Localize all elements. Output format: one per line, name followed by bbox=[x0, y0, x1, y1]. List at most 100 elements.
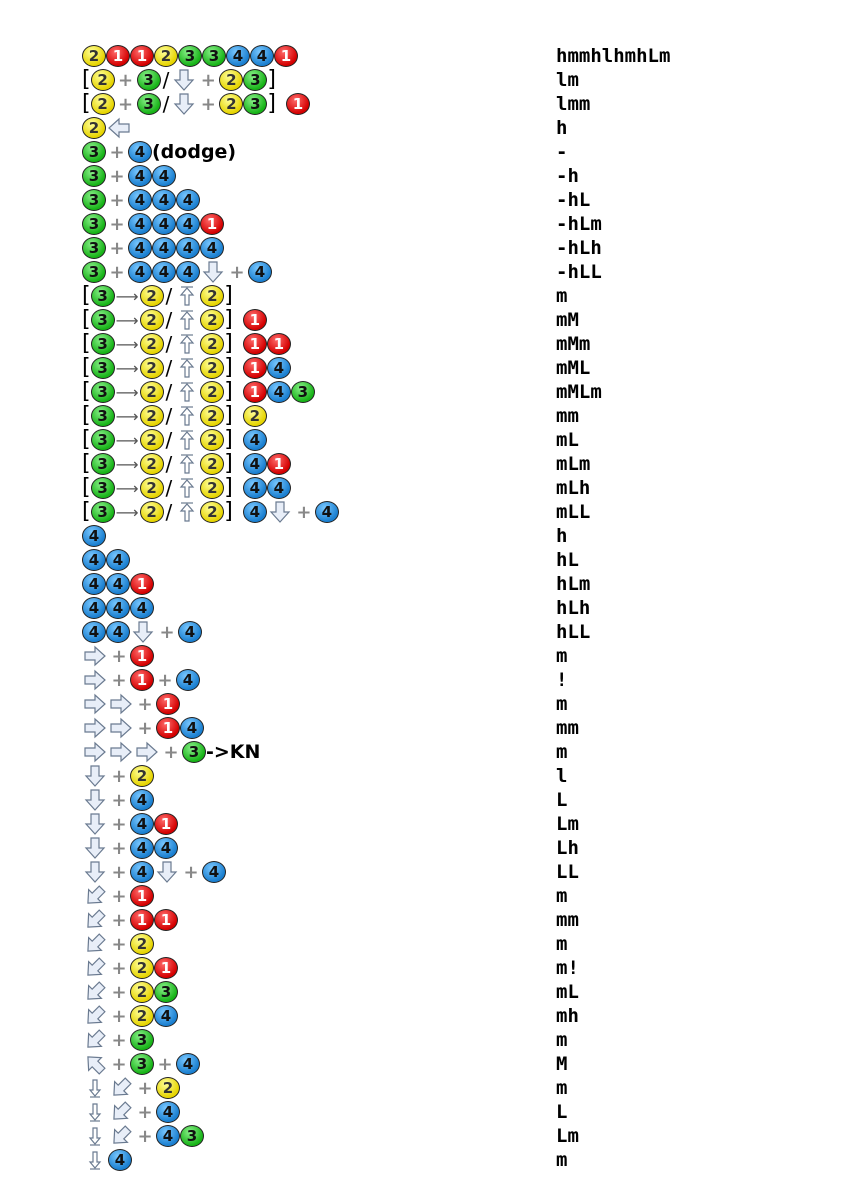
hit-levels: m bbox=[556, 693, 568, 715]
open-bracket: [ bbox=[82, 331, 91, 356]
plus-icon: + bbox=[183, 861, 199, 883]
input-note: (dodge) bbox=[152, 141, 237, 163]
hit-levels: mL bbox=[556, 981, 579, 1003]
plus-icon: + bbox=[111, 1005, 127, 1027]
plus-icon: + bbox=[137, 717, 153, 739]
button-2-icon: 2 bbox=[154, 45, 178, 67]
hit-levels: m bbox=[556, 1077, 568, 1099]
hit-levels: M bbox=[556, 1053, 568, 1075]
button-1-icon: 1 bbox=[266, 453, 291, 475]
move-input-row: +4 1 bbox=[82, 812, 422, 836]
button-3-icon: 3 bbox=[90, 357, 115, 379]
button-4-icon: 4 bbox=[266, 381, 291, 403]
hit-levels: mL bbox=[556, 429, 579, 451]
down-hold-arrow-icon bbox=[82, 1100, 108, 1124]
hit-levels: LL bbox=[556, 861, 579, 883]
button-4-icon: 4 bbox=[242, 453, 267, 475]
down-arrow-icon bbox=[130, 620, 156, 644]
plus-icon: + bbox=[137, 1077, 153, 1099]
button-1-icon: 1 bbox=[156, 717, 180, 739]
plus-icon: + bbox=[111, 885, 127, 907]
hit-levels: Lh bbox=[556, 837, 579, 859]
button-4-icon: 4 bbox=[82, 573, 106, 595]
hit-levels: lmm bbox=[556, 93, 591, 115]
down-arrow-icon bbox=[82, 812, 108, 836]
button-2-icon: 2 bbox=[139, 285, 164, 307]
button-4-icon: 4 bbox=[242, 429, 267, 451]
hit-levels: mLh bbox=[556, 477, 591, 499]
button-3-icon: 3 bbox=[90, 477, 115, 499]
open-bracket: [ bbox=[82, 355, 91, 380]
up-arrow-icon bbox=[174, 356, 200, 380]
hit-levels: L bbox=[556, 789, 568, 811]
button-1-icon: 1 bbox=[154, 909, 178, 931]
down-arrow-icon bbox=[154, 860, 180, 884]
move-input-row: +4 +4 bbox=[82, 860, 422, 884]
button-4-icon: 4 bbox=[156, 1101, 180, 1123]
move-input-row: [3 ⟶ 2/2] 1 1 bbox=[82, 332, 422, 356]
button-3-icon: 3 bbox=[130, 1029, 154, 1051]
button-1-icon: 1 bbox=[130, 909, 154, 931]
close-bracket: ] bbox=[224, 331, 233, 356]
button-4-icon: 4 bbox=[108, 1149, 132, 1171]
transition-arrow-icon: ⟶ bbox=[115, 310, 139, 330]
plus-icon: + bbox=[296, 501, 312, 523]
button-4-icon: 4 bbox=[128, 237, 152, 259]
plus-icon: + bbox=[111, 789, 127, 811]
button-2-icon: 2 bbox=[139, 429, 164, 451]
plus-icon: + bbox=[159, 621, 175, 643]
button-2-icon: 2 bbox=[82, 45, 106, 67]
move-input-row: [3 ⟶ 2/2] 1 4 bbox=[82, 356, 422, 380]
button-1-icon: 1 bbox=[154, 813, 178, 835]
forward-arrow-icon bbox=[108, 692, 134, 716]
down-back-arrow-icon bbox=[82, 956, 108, 980]
hit-levels: mm bbox=[556, 405, 579, 427]
button-1-icon: 1 bbox=[200, 213, 224, 235]
hit-levels: -hL bbox=[556, 189, 591, 211]
button-2-icon: 2 bbox=[130, 981, 154, 1003]
transition-arrow-icon: ⟶ bbox=[115, 358, 139, 378]
button-4-icon: 4 bbox=[152, 189, 176, 211]
button-1-icon: 1 bbox=[242, 309, 267, 331]
plus-icon: + bbox=[111, 981, 127, 1003]
button-4-icon: 4 bbox=[128, 261, 152, 283]
hit-levels: h bbox=[556, 525, 568, 547]
button-3-icon: 3 bbox=[182, 741, 206, 763]
down-arrow-icon bbox=[267, 500, 293, 524]
button-2-icon: 2 bbox=[219, 93, 244, 115]
plus-icon: + bbox=[229, 261, 245, 283]
button-3-icon: 3 bbox=[90, 309, 115, 331]
transition-arrow-icon: ⟶ bbox=[115, 382, 139, 402]
down-hold-arrow-icon bbox=[82, 1148, 108, 1172]
button-2-icon: 2 bbox=[90, 93, 115, 115]
close-bracket: ] bbox=[267, 91, 276, 116]
button-4-icon: 4 bbox=[226, 45, 250, 67]
button-1-icon: 1 bbox=[106, 45, 130, 67]
open-bracket: [ bbox=[82, 427, 91, 452]
button-4-icon: 4 bbox=[82, 525, 106, 547]
down-back-arrow-icon bbox=[108, 1076, 134, 1100]
button-4-icon: 4 bbox=[106, 549, 130, 571]
button-4-icon: 4 bbox=[176, 1053, 200, 1075]
down-arrow-icon bbox=[82, 788, 108, 812]
open-bracket: [ bbox=[82, 283, 91, 308]
button-2-icon: 2 bbox=[219, 69, 244, 91]
hit-levels: Lm bbox=[556, 813, 579, 835]
move-input-row: +1 bbox=[82, 644, 422, 668]
button-1-icon: 1 bbox=[242, 333, 267, 355]
button-4-icon: 4 bbox=[130, 597, 154, 619]
button-2-icon: 2 bbox=[139, 501, 164, 523]
close-bracket: ] bbox=[224, 451, 233, 476]
close-bracket: ] bbox=[224, 283, 233, 308]
forward-arrow-icon bbox=[82, 644, 108, 668]
transition-arrow-icon: ⟶ bbox=[115, 502, 139, 522]
button-1-icon: 1 bbox=[154, 957, 178, 979]
or-separator: / bbox=[162, 68, 170, 92]
up-arrow-icon bbox=[174, 284, 200, 308]
button-2-icon: 2 bbox=[139, 381, 164, 403]
button-2-icon: 2 bbox=[90, 69, 115, 91]
button-4-icon: 4 bbox=[128, 189, 152, 211]
